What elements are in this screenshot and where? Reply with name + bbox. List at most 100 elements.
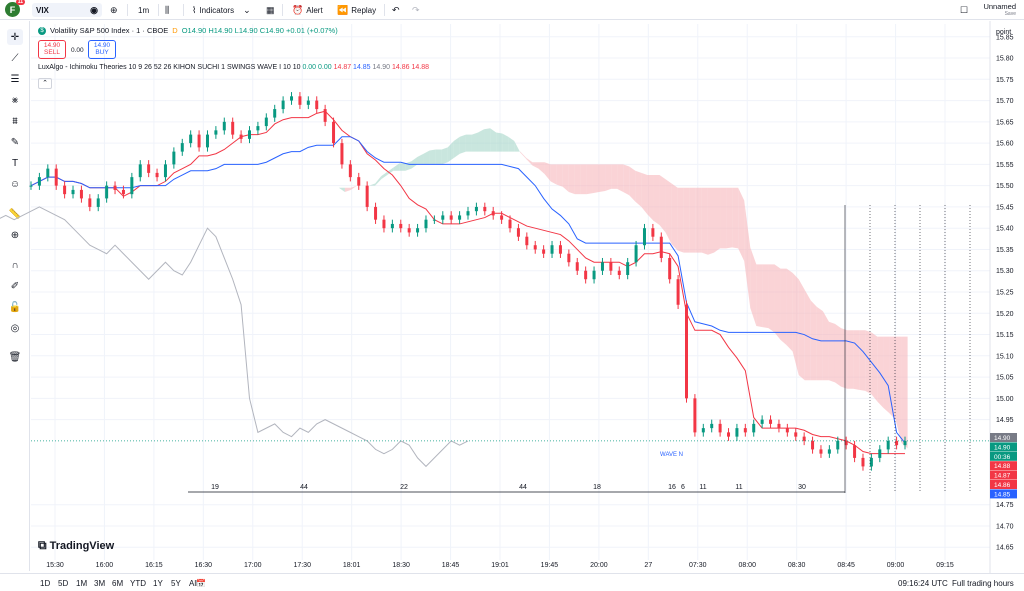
- candle-body: [626, 262, 630, 275]
- crosshair-icon[interactable]: ✛: [7, 29, 23, 45]
- cloud-segment: [411, 156, 418, 169]
- candle-body: [474, 206, 478, 212]
- cloud-segment: [375, 176, 382, 186]
- candle-body: [256, 126, 260, 131]
- lock-drawing-icon[interactable]: ✐: [10, 280, 20, 292]
- candle-body: [46, 168, 50, 178]
- cloud-segment: [671, 183, 678, 251]
- range-5y[interactable]: 5Y: [171, 579, 181, 588]
- candle-body: [567, 253, 571, 263]
- cloud-segment: [592, 164, 600, 194]
- cloud-segment: [738, 187, 745, 262]
- range-5d[interactable]: 5D: [58, 579, 69, 588]
- profile-avatar[interactable]: F 11: [5, 0, 25, 17]
- candle-body: [138, 164, 142, 178]
- session-label[interactable]: Full trading hours: [952, 579, 1014, 588]
- replay-button[interactable]: ⏪ Replay: [337, 3, 376, 17]
- alert-button[interactable]: ⏰ Alert: [292, 3, 323, 17]
- templates-button[interactable]: ▦: [266, 3, 275, 17]
- magnet-icon[interactable]: ∩: [11, 259, 19, 271]
- ruler-icon[interactable]: 📏: [8, 208, 22, 220]
- sell-price: 14.90: [43, 42, 61, 49]
- chart-type-button[interactable]: ⫼: [165, 3, 169, 17]
- time-tick: 19:01: [491, 562, 509, 569]
- cloud-segment: [768, 264, 775, 333]
- price-tick: 15.80: [996, 56, 1014, 63]
- range-1y[interactable]: 1Y: [153, 579, 163, 588]
- price-badge-label: 14.85: [994, 491, 1011, 498]
- candle-body: [727, 432, 731, 437]
- candle-body: [827, 449, 831, 454]
- symbol-search[interactable]: VIX ◉: [32, 3, 102, 17]
- range-1m[interactable]: 1M: [76, 579, 88, 588]
- trendline-icon[interactable]: ⟋: [11, 52, 19, 64]
- cloud-segment: [683, 187, 690, 253]
- candle-body: [819, 449, 823, 454]
- calendar-icon[interactable]: 📅: [196, 579, 206, 588]
- divider: [158, 4, 159, 16]
- trash-icon[interactable]: 🗑: [8, 351, 22, 363]
- cloud-segment: [635, 170, 642, 207]
- candle-body: [550, 245, 554, 254]
- sell-label: SELL: [44, 49, 60, 56]
- candle-body: [239, 134, 243, 139]
- fib-icon[interactable]: ☰: [10, 73, 20, 85]
- cloud-segment: [841, 328, 848, 389]
- divider: [127, 4, 128, 16]
- price-tick: 15.40: [996, 226, 1014, 233]
- time-tick: 20:00: [590, 562, 608, 569]
- delay-badge: D: [172, 26, 178, 35]
- text-icon[interactable]: T: [11, 157, 19, 169]
- price-badge: [990, 461, 1017, 471]
- symbol-label: VIX: [36, 5, 49, 15]
- eye-icon[interactable]: ◉: [90, 4, 98, 15]
- range-3m[interactable]: 3M: [94, 579, 106, 588]
- forecast-icon[interactable]: ⩩: [12, 115, 18, 127]
- cloud-segment: [816, 306, 823, 381]
- buy-button[interactable]: 14.90 BUY: [88, 40, 116, 59]
- cloud-segment: [617, 164, 624, 193]
- candle-body: [584, 270, 588, 280]
- emoji-icon[interactable]: ☺: [9, 178, 21, 190]
- candle-body: [416, 228, 420, 233]
- cloud-segment: [720, 187, 727, 249]
- cloud-segment: [435, 149, 442, 165]
- eye-icon[interactable]: ◎: [10, 322, 20, 334]
- price-tick: 15.00: [996, 396, 1014, 403]
- lock-icon[interactable]: 🔓: [8, 301, 22, 313]
- range-1d[interactable]: 1D: [40, 579, 51, 588]
- compare-button[interactable]: ⊕: [110, 3, 118, 17]
- cloud-segment: [859, 330, 866, 391]
- range-ytd[interactable]: YTD: [130, 579, 146, 588]
- candle-body: [693, 398, 697, 433]
- cloud-segment: [798, 279, 805, 381]
- candle-body: [600, 262, 604, 271]
- price-tick: 15.05: [996, 375, 1014, 382]
- range-all[interactable]: All: [189, 579, 198, 588]
- redo-button[interactable]: ↷: [412, 3, 420, 17]
- layout-button[interactable]: ☐: [960, 3, 968, 17]
- indicator-legend[interactable]: LuxAlgo - Ichimoku Theories 10 9 26 52 2…: [38, 64, 429, 71]
- candle-body: [685, 304, 688, 399]
- layout-name[interactable]: Unnamed Save: [983, 2, 1016, 17]
- zoom-icon[interactable]: ⊕: [10, 229, 20, 241]
- undo-button[interactable]: ↶: [392, 3, 400, 17]
- range-6m[interactable]: 6M: [112, 579, 124, 588]
- divider: [282, 4, 283, 16]
- legend-title[interactable]: Volatility S&P 500 Index · 1 · CBOE: [50, 26, 169, 35]
- brush-icon[interactable]: ✎: [10, 136, 20, 148]
- price-badge: [990, 451, 1017, 461]
- candle-body: [659, 236, 663, 258]
- indicators-button[interactable]: ⌇ Indicators ⌄: [192, 3, 251, 17]
- pattern-icon[interactable]: ⨳: [11, 94, 19, 106]
- interval-button[interactable]: 1m: [138, 3, 149, 17]
- cloud-segment: [677, 187, 684, 253]
- time-tick: 09:15: [936, 562, 954, 569]
- cloud-segment: [526, 158, 533, 166]
- clock[interactable]: 09:16:24 UTC: [898, 579, 948, 588]
- sell-button[interactable]: 14.90 SELL: [38, 40, 66, 59]
- collapse-legend-button[interactable]: ⌃: [38, 78, 52, 89]
- candle-body: [222, 121, 226, 131]
